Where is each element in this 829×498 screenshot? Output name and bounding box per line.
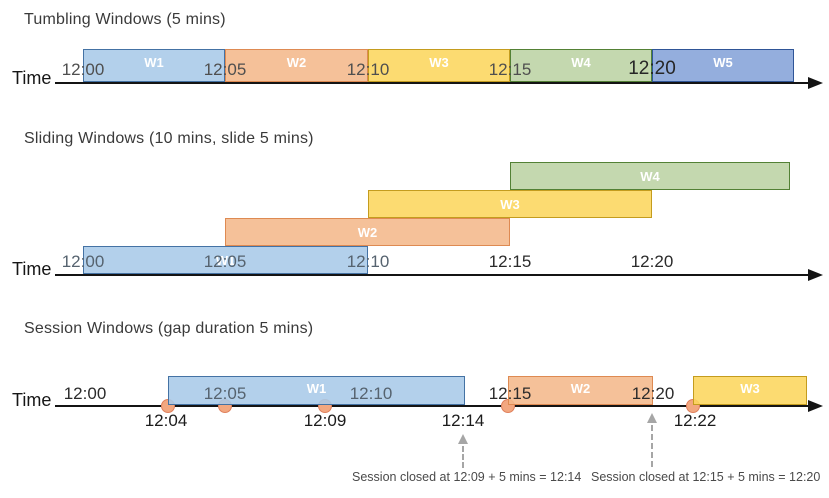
tumbling-window-w3: W3: [368, 49, 510, 82]
session-tick: 12:20: [631, 384, 675, 403]
tumbling-tick: 12:15: [488, 60, 532, 79]
sliding-tick: 12:10: [346, 252, 390, 271]
sliding-timeline: [55, 274, 811, 276]
sliding-window-w3: W3: [368, 190, 652, 218]
tumbling-timeline: [55, 82, 811, 84]
window-label: W4: [571, 55, 591, 70]
arrow-up-icon: [458, 434, 468, 444]
session-closed-annotation: Session closed at 12:15 + 5 mins = 12:20: [591, 470, 821, 484]
window-label: W2: [570, 381, 591, 396]
tumbling-window-w2: W2: [225, 49, 368, 82]
window-label: W3: [740, 381, 760, 396]
tumbling-window-w5: W5: [652, 49, 794, 82]
window-label: W1: [144, 55, 164, 70]
window-label: W3: [429, 55, 449, 70]
window-label: W2: [357, 224, 378, 240]
session-timeline: [55, 405, 811, 407]
event-time-label: 12:14: [441, 411, 485, 430]
session-title: Session Windows (gap duration 5 mins): [24, 320, 314, 337]
arrow-up-icon: [647, 413, 657, 423]
sliding-tick: 12:15: [488, 252, 532, 271]
sliding-window-w2: W2: [225, 218, 510, 246]
session-window-w2: W2: [508, 376, 653, 405]
event-time-label: 12:22: [673, 411, 717, 430]
sliding-tick: 12:00: [61, 252, 105, 271]
arrow-right-icon: [808, 269, 823, 281]
session-window-w3: W3: [693, 376, 807, 405]
tumbling-tick: 12:20: [628, 58, 676, 79]
session-tick: 12:15: [488, 384, 532, 403]
tumbling-tick: 12:10: [346, 60, 390, 79]
sliding-window-w1: W1: [83, 246, 368, 274]
window-label: W1: [215, 252, 236, 268]
window-label: W1: [306, 381, 327, 396]
sliding-time-axis-label: Time: [12, 259, 52, 279]
sliding-window-w4: W4: [510, 162, 790, 190]
session-tick: 12:05: [203, 384, 247, 403]
sliding-title: Sliding Windows (10 mins, slide 5 mins): [24, 130, 314, 147]
tumbling-title: Tumbling Windows (5 mins): [24, 11, 226, 28]
tumbling-tick: 12:00: [61, 60, 105, 79]
annotation-dashed-line: [651, 425, 653, 467]
tumbling-window-w1: W1: [83, 49, 225, 82]
event-time-label: 12:04: [144, 411, 188, 430]
sliding-tick: 12:05: [203, 252, 247, 271]
session-time-axis-label: Time: [12, 390, 52, 410]
session-window-w1: W1: [168, 376, 465, 405]
event-time-label: 12:09: [303, 411, 347, 430]
window-label: W3: [500, 196, 520, 212]
annotation-dashed-line: [462, 446, 464, 468]
tumbling-tick: 12:05: [203, 60, 247, 79]
window-label: W2: [286, 55, 307, 70]
arrow-right-icon: [808, 77, 823, 89]
sliding-tick: 12:20: [630, 252, 674, 271]
session-tick: 12:00: [63, 384, 107, 403]
window-label: W4: [640, 168, 660, 184]
tumbling-window-w4: W4: [510, 49, 652, 82]
arrow-right-icon: [808, 400, 823, 412]
tumbling-time-axis-label: Time: [12, 68, 52, 88]
session-closed-annotation: Session closed at 12:09 + 5 mins = 12:14: [352, 470, 582, 484]
session-tick: 12:10: [349, 384, 393, 403]
window-label: W5: [713, 55, 733, 70]
